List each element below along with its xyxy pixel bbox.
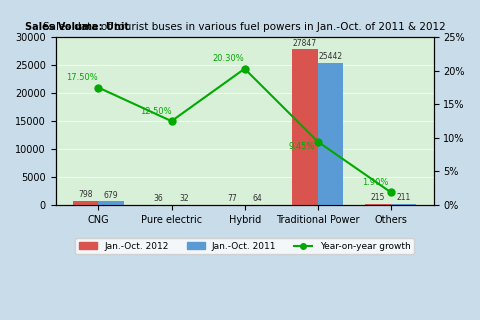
Text: 17.50%: 17.50%	[66, 73, 98, 82]
Bar	[219, 204, 245, 205]
Bar	[98, 201, 124, 205]
Year-on-year growth	[388, 190, 394, 194]
Text: 798: 798	[78, 190, 93, 199]
Text: 1.90%: 1.90%	[361, 178, 388, 187]
Text: 36: 36	[154, 194, 164, 203]
Legend: Jan.-Oct. 2012, Jan.-Oct. 2011, Year-on-year growth: Jan.-Oct. 2012, Jan.-Oct. 2011, Year-on-…	[75, 238, 414, 254]
Bar	[318, 63, 343, 205]
Bar	[73, 201, 98, 205]
Text: Sales Volume: Unit: Sales Volume: Unit	[25, 22, 129, 32]
Text: 27847: 27847	[293, 38, 317, 48]
Year-on-year growth	[96, 86, 101, 90]
Bar	[391, 204, 417, 205]
Line: Year-on-year growth: Year-on-year growth	[95, 65, 395, 196]
Text: 215: 215	[371, 193, 385, 202]
Text: 32: 32	[180, 194, 189, 203]
Year-on-year growth	[315, 140, 321, 144]
Bar	[292, 49, 318, 205]
Text: 679: 679	[104, 191, 119, 200]
Text: 20.30%: 20.30%	[213, 54, 244, 63]
Text: 12.50%: 12.50%	[140, 107, 171, 116]
Title: Sales data of tourist buses in various fuel powers in Jan.-Oct. of 2011 & 2012: Sales data of tourist buses in various f…	[43, 22, 446, 32]
Year-on-year growth	[242, 67, 248, 71]
Text: 77: 77	[227, 194, 237, 203]
Text: 64: 64	[252, 194, 262, 203]
Text: 9.45%: 9.45%	[288, 142, 315, 151]
Bar	[365, 204, 391, 205]
Text: 211: 211	[396, 193, 411, 202]
Year-on-year growth	[168, 119, 174, 123]
Text: 25442: 25442	[319, 52, 343, 61]
